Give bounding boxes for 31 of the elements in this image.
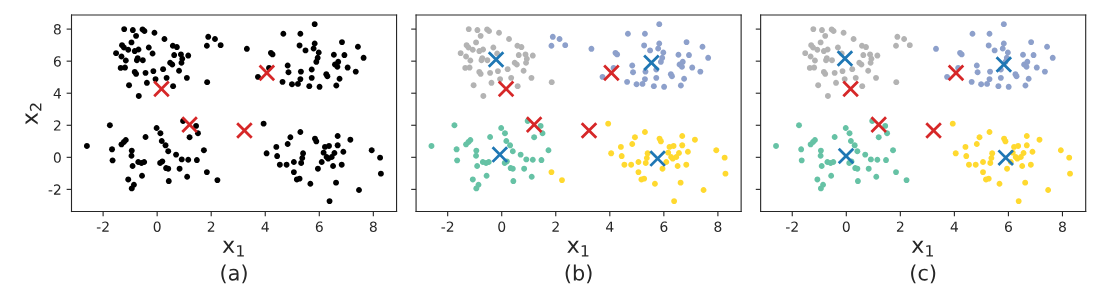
x-axis-title: x$_{1}$ [222,240,244,257]
x-tick-label: 4 [606,221,614,232]
y-tick-label: 0 [53,152,61,163]
y-tick-label: 8 [53,24,61,35]
x-tick-label: 8 [369,221,377,232]
x-tick-label: 0 [842,221,850,232]
x-tick-label: 8 [714,221,722,232]
y-tick-label: 6 [53,56,61,67]
x-tick-label: 6 [315,221,323,232]
x-tick-label: -2 [441,221,454,232]
x-axis-title: x$_{1}$ [567,240,589,257]
x-tick-label: 0 [498,221,506,232]
x-tick-label: 0 [153,221,161,232]
x-tick-label: -2 [96,221,109,232]
y-tick-label: 2 [53,120,61,131]
y-axis-title: x$_{2}$ [25,103,42,125]
x-tick-label: 2 [552,221,559,232]
x-tick-label: 4 [950,221,959,232]
y-tick-label: 4 [53,88,61,99]
x-tick-label: 6 [660,221,668,232]
x-tick-label: 8 [1058,221,1066,232]
x-tick-label: 2 [207,221,215,232]
text: (a) [221,264,247,284]
y-tick-label: -2 [48,184,61,195]
x-tick-label: 6 [1004,221,1012,232]
x-tick-label: 2 [896,221,904,232]
x-tick-label: 4 [261,221,269,232]
text: (b) [565,264,592,284]
x-tick-label: -2 [786,221,798,232]
x-axis-title: x$_{1}$ [911,240,933,257]
text: (c) [911,264,936,284]
